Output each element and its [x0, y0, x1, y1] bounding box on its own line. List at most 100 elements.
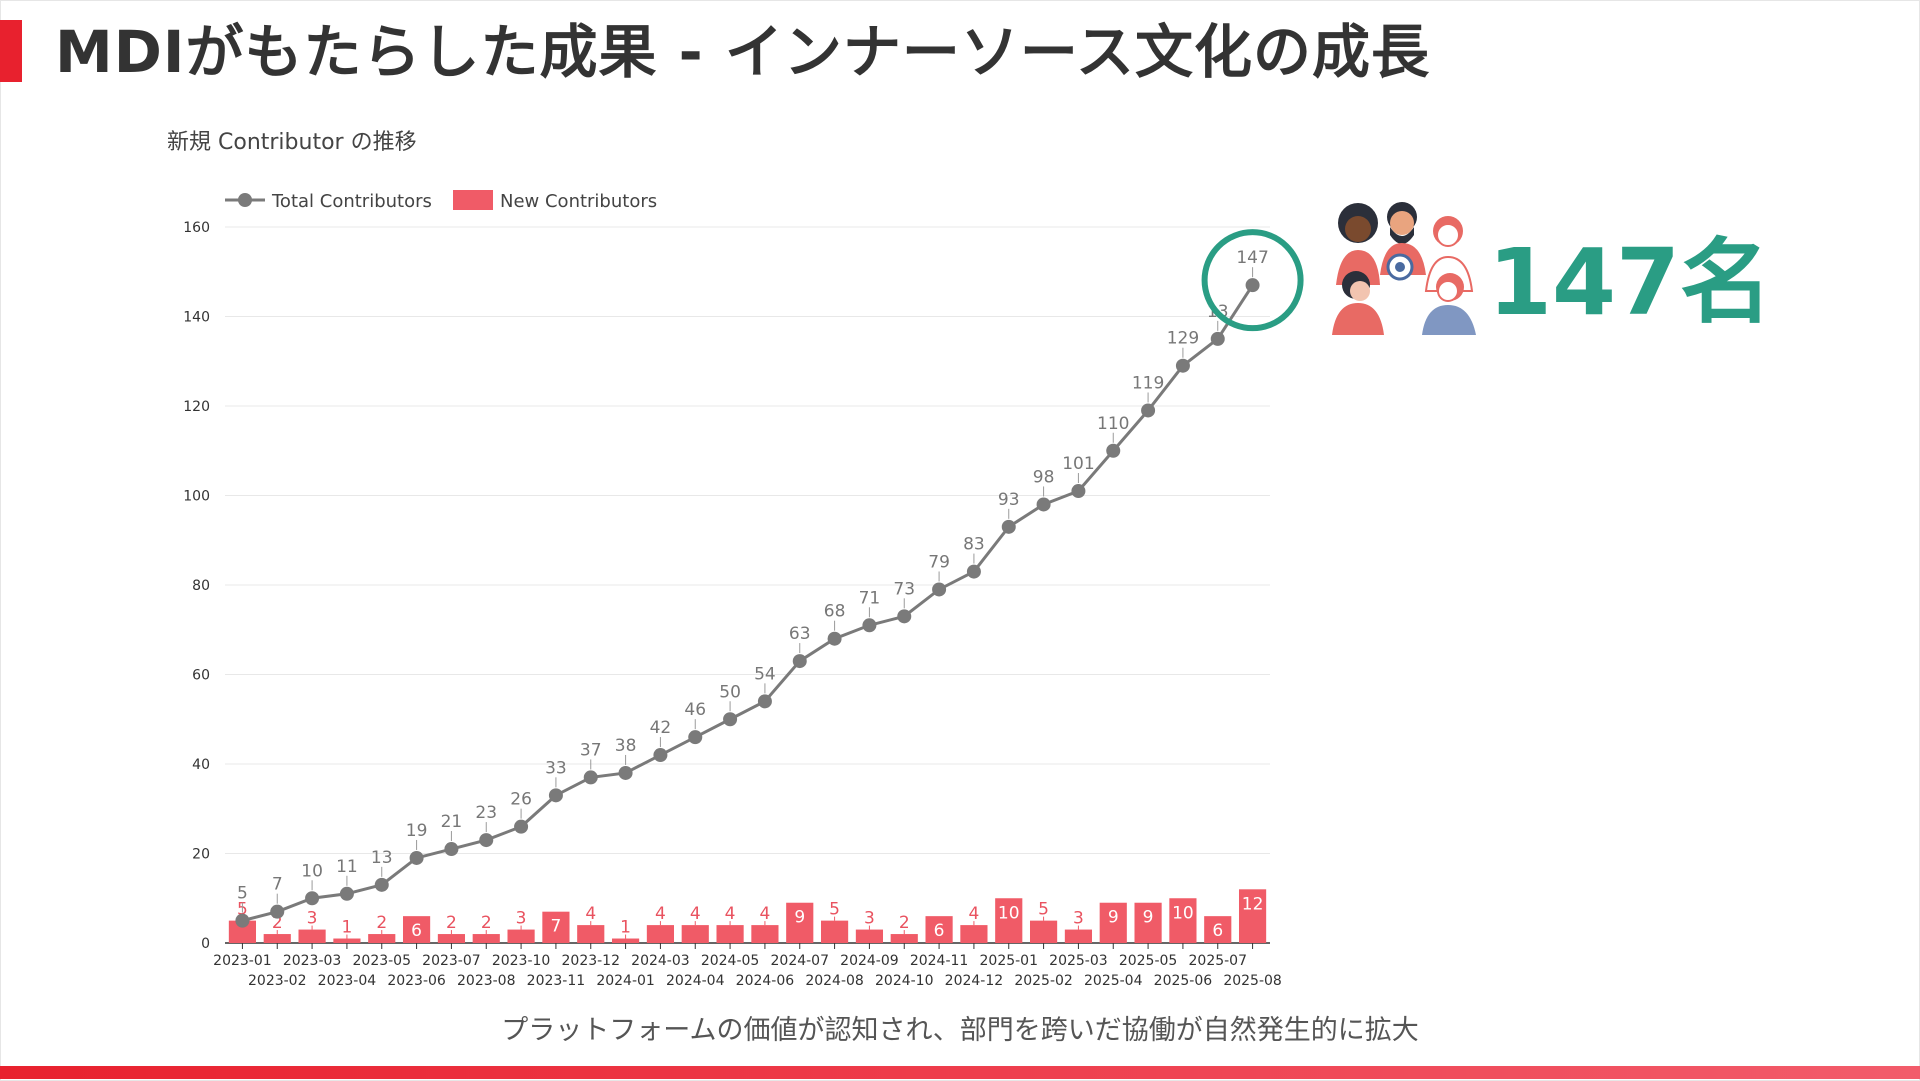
total-contributors-label: 33: [545, 758, 567, 778]
total-contributors-label: 73: [893, 579, 915, 599]
new-contributors-label: 2: [376, 913, 387, 933]
new-contributors-bar: [820, 920, 849, 943]
y-tick-label: 160: [183, 220, 210, 236]
total-contributors-label: 13: [371, 848, 393, 868]
new-contributors-label: 6: [934, 921, 945, 941]
new-contributors-bar: [402, 916, 431, 943]
new-contributors-bar: [1238, 889, 1267, 943]
total-contributors-point: [1106, 443, 1121, 458]
total-contributors-point: [1245, 278, 1260, 293]
new-contributors-label: 4: [585, 904, 596, 924]
total-contributors-point: [409, 850, 424, 865]
new-contributors-bar: [1169, 898, 1197, 943]
x-tick-label: 2024-05: [701, 953, 760, 969]
total-contributors-point: [305, 891, 320, 906]
people-group-illustration: [1332, 202, 1476, 335]
total-contributors-point: [897, 609, 912, 624]
x-tick-label: 2023-11: [527, 973, 586, 989]
x-tick-label: 2025-01: [980, 953, 1039, 969]
total-contributors-label: 71: [859, 588, 881, 608]
new-contributors-bar: [716, 925, 744, 943]
x-tick-label: 2023-12: [562, 953, 621, 969]
total-contributors-point: [1210, 331, 1225, 346]
x-tick-label: 2023-06: [387, 973, 446, 989]
total-contributors-label: 147: [1236, 248, 1268, 268]
x-tick-label: 2024-04: [666, 973, 725, 989]
y-tick-label: 100: [183, 489, 210, 505]
total-contributors-label: 37: [580, 740, 602, 760]
total-contributors-label: 50: [719, 682, 741, 702]
x-tick-label: 2024-01: [596, 973, 655, 989]
x-tick-label: 2023-08: [457, 973, 516, 989]
page-title: MDIがもたらした成果 - インナーソース文化の成長: [55, 18, 1431, 86]
new-contributors-label: 12: [1242, 894, 1264, 914]
total-contributors-point: [653, 748, 668, 763]
total-contributors-label: 19: [406, 821, 428, 841]
y-tick-label: 0: [201, 936, 210, 952]
x-tick-label: 2025-08: [1223, 973, 1282, 989]
y-tick-label: 140: [183, 310, 210, 326]
new-contributors-label: 4: [969, 904, 980, 924]
new-contributors-label: 9: [794, 908, 805, 928]
total-contributors-label: 129: [1167, 329, 1199, 349]
total-contributors-label: 42: [650, 718, 672, 738]
legend-bar-swatch: [453, 190, 493, 210]
legend-new-contributors: New Contributors: [500, 191, 657, 212]
total-contributors-point: [444, 842, 459, 857]
new-contributors-bar: [646, 925, 675, 943]
y-tick-label: 40: [192, 757, 210, 773]
total-contributors-label: 68: [824, 602, 846, 622]
total-contributors-label: 63: [789, 624, 811, 644]
total-contributors-label: 5: [237, 884, 248, 904]
new-contributors-bar: [890, 934, 918, 943]
x-tick-label: 2024-07: [771, 953, 830, 969]
total-contributors-point: [1071, 484, 1086, 499]
x-tick-label: 2024-08: [805, 973, 864, 989]
new-contributors-label: 6: [1212, 921, 1223, 941]
total-contributors-point: [235, 913, 250, 928]
new-contributors-label: 9: [1143, 908, 1154, 928]
new-contributors-label: 4: [725, 904, 736, 924]
total-contributors-label: 54: [754, 664, 776, 684]
y-axis: 0 20 40 60 80 100 120 140 160: [183, 220, 210, 952]
total-contributors-label: 26: [510, 790, 532, 810]
new-contributors-label: 10: [1172, 903, 1194, 923]
new-contributors-label: 5: [829, 900, 840, 920]
total-contributors-point: [723, 712, 738, 727]
new-contributors-bar: [228, 920, 257, 943]
total-contributors-point: [548, 788, 563, 803]
total-contributors-point: [966, 564, 981, 579]
new-contributors-bar: [437, 934, 466, 943]
total-contributors-label: 21: [441, 812, 463, 832]
new-contributors-bar: [368, 934, 396, 943]
new-contributors-label: 5: [1038, 900, 1049, 920]
new-contributors-label: 2: [481, 913, 492, 933]
legend-marker-swatch: [238, 193, 252, 207]
total-contributors-point: [514, 819, 529, 834]
x-tick-label: 2024-06: [736, 973, 795, 989]
new-contributors-bar: [681, 925, 709, 943]
x-tick-label: 2024-10: [875, 973, 934, 989]
new-contributors-bar: [263, 934, 291, 943]
new-contributors-label: 10: [998, 903, 1020, 923]
grid-lines: [225, 226, 1270, 944]
total-contributors-point: [1001, 519, 1016, 534]
total-contributors-point: [932, 582, 947, 597]
total-contributors-point: [1036, 497, 1051, 512]
new-contributors-bar: [1064, 929, 1093, 943]
total-contributors-label: 93: [998, 490, 1020, 510]
new-contributors-bar: [1134, 902, 1162, 943]
new-contributors-bar: [611, 938, 640, 943]
total-contributors-point: [583, 770, 598, 785]
x-tick-label: 2024-03: [631, 953, 690, 969]
new-contributors-bar: [751, 925, 779, 943]
x-tick-label: 2025-02: [1014, 973, 1073, 989]
total-contributors-point: [479, 833, 494, 848]
total-contributors-label: 46: [684, 700, 706, 720]
total-contributors-point: [862, 618, 877, 633]
x-tick-label: 2024-12: [945, 973, 1004, 989]
slide-caption: プラットフォームの価値が認知され、部門を跨いだ協働が自然発生的に拡大: [501, 1015, 1419, 1046]
x-tick-label: 2023-02: [248, 973, 307, 989]
